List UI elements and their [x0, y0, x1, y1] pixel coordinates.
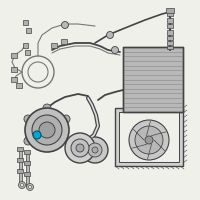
Circle shape	[32, 115, 62, 145]
Circle shape	[106, 31, 114, 38]
Bar	[17, 158, 23, 162]
Bar	[22, 43, 28, 47]
Bar	[166, 8, 174, 13]
Bar	[18, 161, 22, 172]
Bar	[26, 164, 29, 175]
Bar	[119, 112, 179, 162]
Bar	[167, 12, 173, 16]
Circle shape	[29, 186, 32, 188]
Bar	[16, 83, 22, 88]
Bar	[22, 20, 28, 24]
Circle shape	[76, 144, 84, 152]
Bar	[26, 175, 29, 186]
Bar	[11, 77, 17, 82]
Circle shape	[135, 126, 163, 154]
Bar	[167, 46, 173, 49]
Bar	[18, 150, 22, 161]
Circle shape	[18, 182, 26, 188]
Circle shape	[62, 115, 70, 123]
Bar	[18, 172, 22, 183]
Circle shape	[112, 46, 118, 53]
Circle shape	[24, 137, 32, 145]
Circle shape	[62, 21, 68, 28]
Bar	[26, 27, 30, 32]
Bar	[61, 39, 67, 44]
Bar	[17, 147, 23, 151]
Circle shape	[24, 115, 32, 123]
Circle shape	[26, 184, 34, 190]
Circle shape	[92, 147, 98, 153]
Bar	[115, 108, 183, 166]
Bar	[24, 172, 30, 176]
Circle shape	[145, 136, 153, 144]
Bar	[24, 161, 30, 165]
Circle shape	[65, 133, 95, 163]
Circle shape	[71, 139, 89, 157]
Circle shape	[129, 120, 169, 160]
Circle shape	[43, 104, 51, 112]
Bar	[11, 67, 17, 72]
Bar	[123, 47, 183, 112]
Bar	[167, 36, 173, 40]
Circle shape	[25, 108, 69, 152]
Bar	[24, 49, 30, 54]
Bar	[24, 150, 30, 154]
Circle shape	[39, 122, 55, 138]
Circle shape	[33, 131, 41, 139]
Bar	[17, 169, 23, 173]
Bar	[11, 53, 17, 58]
Bar	[167, 41, 173, 45]
Circle shape	[21, 184, 24, 186]
Circle shape	[88, 143, 102, 157]
Circle shape	[82, 137, 108, 163]
Bar	[167, 24, 173, 28]
Bar	[167, 30, 173, 35]
Bar	[26, 153, 29, 164]
Bar	[51, 43, 57, 48]
Bar	[167, 18, 173, 23]
